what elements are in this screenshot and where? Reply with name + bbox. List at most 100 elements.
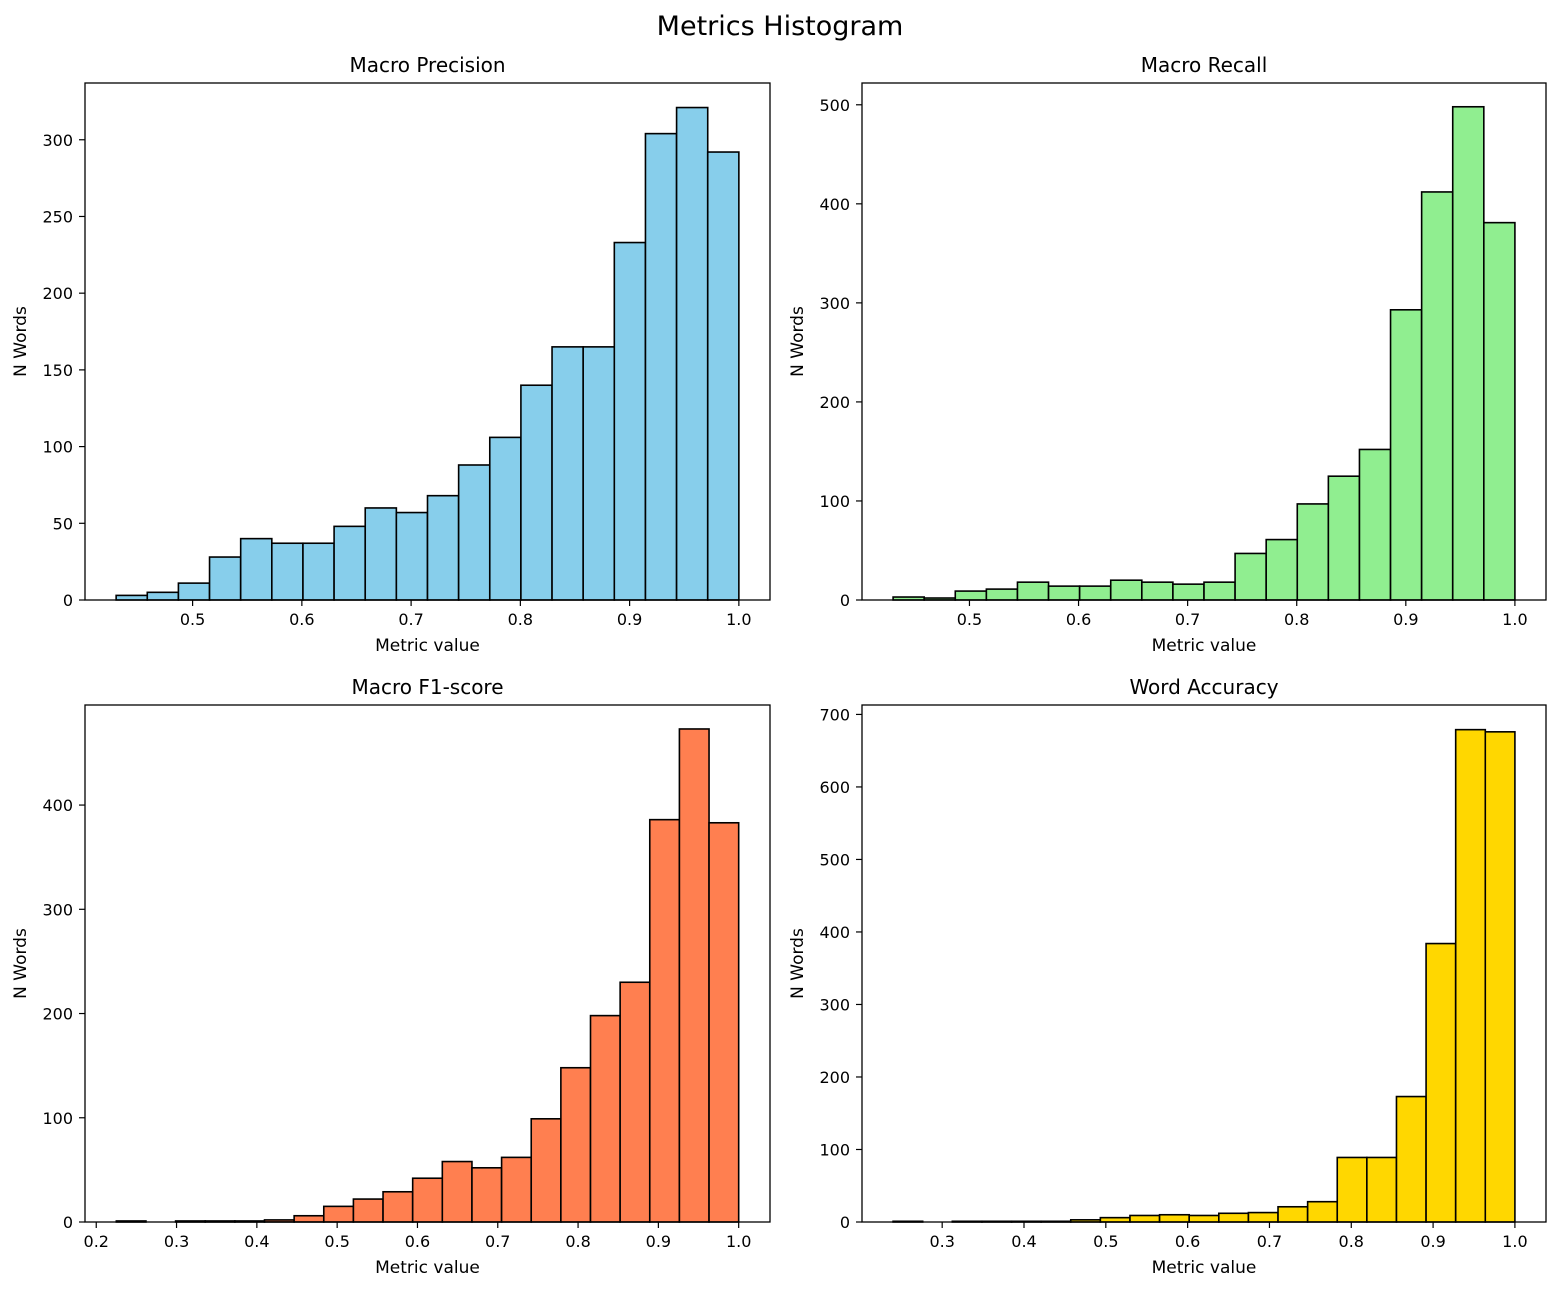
- y-tick-label: 700: [819, 705, 850, 724]
- panel-title: Word Accuracy: [1129, 675, 1278, 699]
- bars: [115, 728, 740, 1223]
- histogram-bar: [239, 537, 273, 601]
- bars: [115, 106, 740, 601]
- histogram-bar: [1158, 1213, 1190, 1223]
- histogram-bar: [520, 384, 553, 601]
- panel-word-accuracy: Word Accuracy 0.3 0.4 0.5 0.6 0.7 0.8 0.9 1.0 0…: [788, 675, 1547, 1278]
- histogram-bar: [1336, 1156, 1368, 1223]
- histogram-bar: [177, 582, 211, 601]
- histogram-bar: [471, 1166, 503, 1223]
- y-axis-label: N Words: [788, 928, 808, 999]
- panel-title: Macro Recall: [1141, 53, 1268, 77]
- y-tick-label: 500: [819, 96, 850, 115]
- y-tick-label: 100: [42, 1109, 73, 1128]
- plot-frame: [84, 82, 771, 601]
- figure-title: Metrics Histogram: [657, 11, 904, 42]
- y-tick-label: 400: [819, 195, 850, 214]
- histogram-bar: [954, 590, 988, 601]
- y-tick-label: 50: [53, 514, 73, 533]
- y-axis-ticks: 0 100 200 300 400 500 600 700: [819, 705, 862, 1232]
- histogram-bar: [1483, 221, 1516, 601]
- histogram-bar: [708, 821, 740, 1223]
- x-tick-label: 0.9: [1393, 610, 1418, 629]
- x-tick-label: 0.4: [1011, 1232, 1036, 1251]
- y-tick-label: 300: [42, 131, 73, 150]
- plot-frame: [84, 704, 771, 1223]
- x-tick-label: 0.7: [1257, 1232, 1282, 1251]
- x-tick-label: 0.8: [565, 1232, 590, 1251]
- histogram-bar: [530, 1118, 562, 1223]
- x-tick-label: 0.5: [957, 610, 982, 629]
- histogram-bar: [678, 728, 710, 1223]
- x-tick-label: 0.7: [485, 1232, 510, 1251]
- histogram-bar: [1327, 475, 1361, 601]
- panel-title: Macro F1-score: [351, 675, 503, 699]
- x-tick-label: 0.9: [617, 610, 642, 629]
- x-tick-label: 0.5: [180, 610, 205, 629]
- histogram-bar: [293, 1214, 325, 1223]
- x-tick-label: 0.3: [929, 1232, 954, 1251]
- histogram-bar: [1099, 1216, 1131, 1223]
- x-axis-label: Metric value: [375, 1258, 480, 1278]
- y-axis-ticks: 0 100 200 300 400 500: [819, 96, 862, 610]
- histogram-bar: [1203, 581, 1236, 601]
- y-tick-label: 200: [819, 1068, 850, 1087]
- panel-macro-f1-score: Macro F1-score 0.2 0.3 0.4 0.5 0.6 0.7 0.8 0.9 1…: [11, 675, 771, 1278]
- histogram-bar: [1078, 585, 1112, 601]
- histogram-bar: [333, 525, 367, 601]
- x-tick-label: 0.5: [1093, 1232, 1118, 1251]
- x-axis-label: Metric value: [375, 636, 480, 656]
- histogram-bar: [352, 1198, 384, 1223]
- histogram-bar: [706, 151, 740, 601]
- x-tick-label: 0.8: [508, 610, 533, 629]
- y-tick-label: 200: [42, 1005, 73, 1024]
- x-tick-label: 0.6: [289, 610, 314, 629]
- histogram-bar: [1234, 552, 1267, 601]
- histogram-bar: [551, 346, 584, 601]
- histogram-bar: [1358, 448, 1392, 601]
- y-axis-label: N Words: [11, 306, 31, 377]
- histogram-bar: [1141, 581, 1174, 601]
- histogram-bar: [271, 542, 304, 601]
- histogram-bar: [985, 588, 1019, 601]
- x-axis-ticks: 0.3 0.4 0.5 0.6 0.7 0.8 0.9 1.0: [929, 1222, 1528, 1251]
- panel-title: Macro Precision: [349, 53, 505, 77]
- y-tick-label: 300: [819, 294, 850, 313]
- y-tick-label: 200: [819, 393, 850, 412]
- x-tick-label: 0.5: [324, 1232, 349, 1251]
- y-tick-label: 100: [42, 438, 73, 457]
- x-tick-label: 0.7: [1175, 610, 1200, 629]
- y-tick-label: 300: [819, 995, 850, 1014]
- y-tick-label: 500: [819, 850, 850, 869]
- y-tick-label: 200: [42, 284, 73, 303]
- histogram-bar: [322, 1205, 355, 1223]
- x-tick-label: 0.8: [1284, 610, 1309, 629]
- y-tick-label: 400: [42, 796, 73, 815]
- histogram-bar: [582, 346, 616, 601]
- histogram-bar: [589, 1014, 621, 1223]
- x-tick-label: 0.2: [84, 1232, 109, 1251]
- histogram-bar: [441, 1160, 473, 1223]
- y-tick-label: 0: [63, 1213, 73, 1232]
- histogram-bar: [1306, 1200, 1339, 1223]
- plot-frame: [861, 704, 1547, 1223]
- y-axis-ticks: 0 50 100 150 200 250 300: [42, 131, 85, 610]
- x-tick-label: 0.4: [244, 1232, 269, 1251]
- histogram-bar: [302, 542, 335, 601]
- histogram-bar: [560, 1066, 592, 1223]
- histogram-bar: [1172, 583, 1205, 601]
- histogram-bar: [500, 1156, 533, 1223]
- x-axis-label: Metric value: [1152, 636, 1257, 656]
- histogram-bar: [1454, 728, 1487, 1223]
- y-axis-ticks: 0 100 200 300 400: [42, 796, 85, 1232]
- histogram-bar: [1277, 1205, 1309, 1223]
- y-tick-label: 300: [42, 900, 73, 919]
- x-tick-label: 1.0: [1502, 610, 1527, 629]
- histogram-bar: [613, 241, 647, 601]
- x-axis-label: Metric value: [1152, 1258, 1257, 1278]
- histogram-bar: [426, 494, 460, 601]
- bars: [892, 105, 1516, 601]
- y-axis-label: N Words: [788, 306, 808, 377]
- x-tick-label: 1.0: [1502, 1232, 1527, 1251]
- histogram-bar: [1247, 1211, 1279, 1223]
